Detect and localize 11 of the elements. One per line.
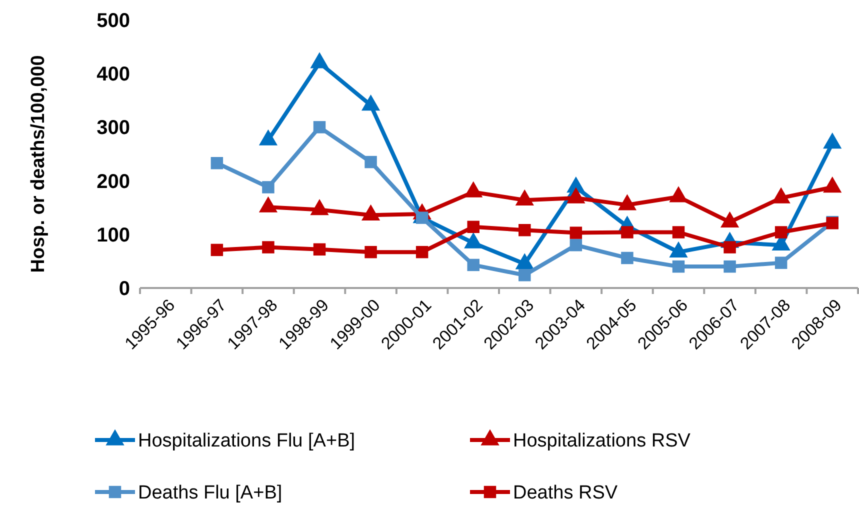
legend-label: Hospitalizations RSV — [513, 430, 691, 452]
y-tick-label: 300 — [96, 117, 130, 140]
y-tick-label: 100 — [96, 224, 130, 246]
y-tick-label: 0 — [118, 278, 130, 300]
y-tick-label: 400 — [96, 64, 130, 86]
y-axis-title: Hosp. or deaths/100,000 — [28, 55, 49, 273]
y-tick-label: 200 — [96, 170, 130, 193]
legend-label: Hospitalizations Flu [A+B] — [138, 430, 356, 452]
legend-label: Deaths RSV — [513, 482, 618, 504]
legend-label: Deaths Flu [A+B] — [138, 482, 282, 504]
y-tick-label: 500 — [96, 10, 130, 32]
